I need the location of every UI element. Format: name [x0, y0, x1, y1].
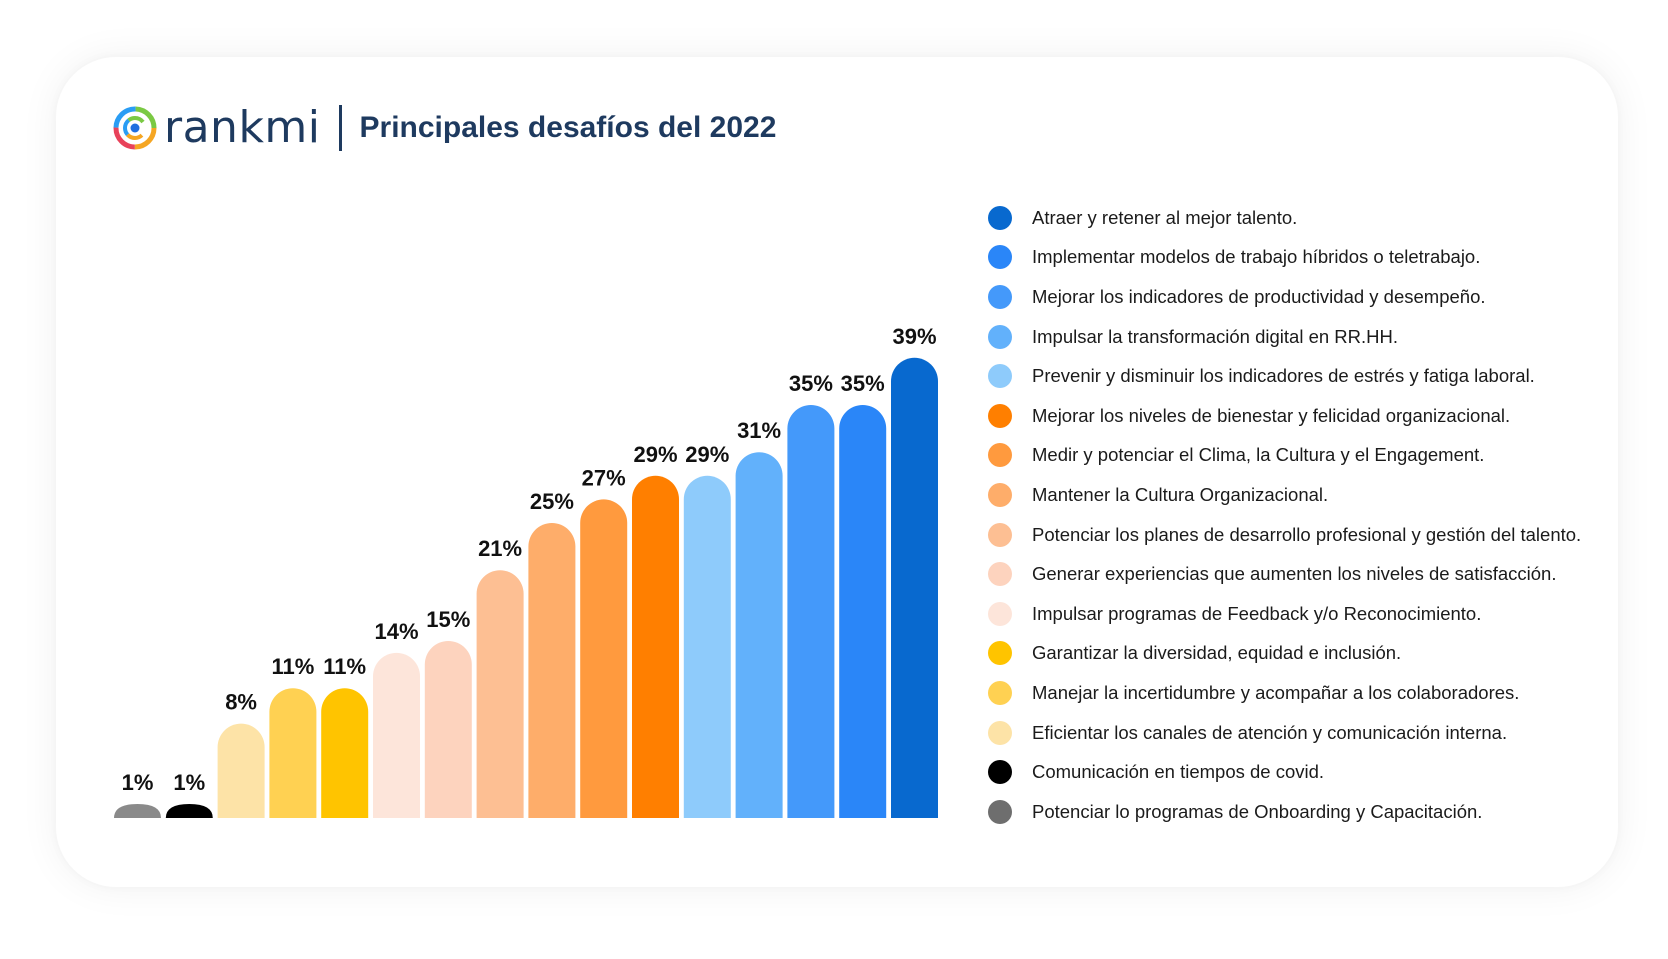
bar-value-label-11: 29%	[633, 442, 677, 467]
legend-item-2: Implementar modelos de trabajo híbridos …	[988, 238, 1608, 278]
legend-item-15: Comunicación en tiempos de covid.	[988, 752, 1608, 792]
legend-dot-icon	[988, 443, 1012, 468]
legend-item-7: Medir y potenciar el Clima, la Cultura y…	[988, 436, 1608, 476]
bar-value-label-5: 11%	[323, 654, 366, 679]
legend-label: Atraer y retener al mejor talento.	[1032, 206, 1298, 228]
bar-5	[321, 688, 369, 818]
bar-2	[165, 804, 213, 818]
bar-value-label-8: 21%	[478, 536, 522, 561]
bar-value-label-16: 39%	[892, 324, 936, 349]
legend-label: Mejorar los niveles de bienestar y felic…	[1032, 404, 1511, 426]
legend-label: Generar experiencias que aumenten los ni…	[1032, 563, 1557, 585]
bar-11	[632, 475, 679, 818]
legend-item-12: Garantizar la diversidad, equidad e incl…	[988, 634, 1608, 674]
logo-text: rankmi	[164, 102, 321, 153]
legend-dot-icon	[988, 720, 1012, 745]
legend-item-16: Potenciar lo programas de Onboarding y C…	[988, 792, 1608, 832]
bar-8	[476, 570, 524, 818]
bar-value-label-2: 1%	[173, 770, 205, 795]
legend-item-1: Atraer y retener al mejor talento.	[988, 198, 1608, 238]
legend-label: Potenciar los planes de desarrollo profe…	[1032, 523, 1582, 545]
legend-label: Garantizar la diversidad, equidad e incl…	[1032, 642, 1402, 664]
bar-1	[114, 804, 161, 818]
legend-dot-icon	[988, 760, 1012, 785]
legend-dot-icon	[988, 799, 1012, 824]
legend-item-9: Potenciar los planes de desarrollo profe…	[988, 515, 1608, 555]
bar-value-label-10: 27%	[582, 465, 626, 490]
bar-6	[373, 652, 420, 818]
bar-value-label-1: 1%	[122, 770, 154, 795]
legend-dot-icon	[988, 245, 1012, 270]
legend-label: Potenciar lo programas de Onboarding y C…	[1032, 800, 1483, 822]
legend-label: Mantener la Cultura Organizacional.	[1032, 483, 1329, 505]
bar-value-label-7: 15%	[426, 607, 470, 632]
legend-label: Manejar la incertidumbre y acompañar a l…	[1032, 681, 1520, 703]
bar-value-label-15: 35%	[841, 371, 885, 396]
legend-label: Prevenir y disminuir los indicadores de …	[1032, 365, 1535, 387]
legend-dot-icon	[988, 403, 1012, 428]
legend-dot-icon	[988, 641, 1012, 666]
legend-item-6: Mejorar los niveles de bienestar y felic…	[988, 396, 1608, 436]
legend-label: Impulsar la transformación digital en RR…	[1032, 325, 1399, 347]
bar-15	[839, 404, 887, 818]
bar-7	[424, 640, 472, 818]
bar-value-label-4: 11%	[271, 654, 314, 679]
legend-label: Medir y potenciar el Clima, la Cultura y…	[1032, 444, 1485, 466]
header: rankmi Principales desafíos del 2022	[112, 100, 776, 156]
legend-dot-icon	[988, 562, 1012, 587]
bar-9	[528, 522, 576, 818]
bar-10	[580, 499, 628, 818]
legend-item-11: Impulsar programas de Feedback y/o Recon…	[988, 594, 1608, 634]
bar-16	[891, 357, 938, 818]
rankmi-logo-icon	[113, 106, 157, 150]
legend-item-8: Mantener la Cultura Organizacional.	[988, 475, 1608, 515]
legend-item-4: Impulsar la transformación digital en RR…	[988, 317, 1608, 357]
legend-dot-icon	[988, 324, 1012, 349]
bar-value-label-12: 29%	[685, 442, 729, 467]
legend-dot-icon	[988, 522, 1012, 547]
legend-dot-icon	[988, 680, 1012, 705]
bar-12	[683, 475, 731, 818]
bar-value-label-13: 31%	[737, 418, 781, 443]
bar-14	[787, 404, 835, 818]
legend-dot-icon	[988, 284, 1012, 309]
legend-label: Implementar modelos de trabajo híbridos …	[1032, 246, 1481, 268]
chart-legend: Atraer y retener al mejor talento. Implem…	[988, 198, 1608, 832]
legend-label: Impulsar programas de Feedback y/o Recon…	[1032, 602, 1482, 624]
legend-dot-icon	[988, 364, 1012, 389]
legend-item-10: Generar experiencias que aumenten los ni…	[988, 554, 1608, 594]
legend-label: Mejorar los indicadores de productividad…	[1032, 285, 1486, 307]
legend-dot-icon	[988, 482, 1012, 507]
bar-13	[735, 452, 783, 818]
bar-3	[217, 723, 265, 818]
legend-dot-icon	[988, 205, 1012, 230]
legend-item-3: Mejorar los indicadores de productividad…	[988, 277, 1608, 317]
bar-value-label-14: 35%	[789, 371, 833, 396]
bar-value-label-9: 25%	[530, 489, 574, 514]
legend-label: Comunicación en tiempos de covid.	[1032, 761, 1325, 783]
bar-4	[269, 688, 317, 818]
legend-item-5: Prevenir y disminuir los indicadores de …	[988, 356, 1608, 396]
bar-value-label-6: 14%	[374, 619, 418, 644]
legend-label: Eficientar los canales de atención y com…	[1032, 721, 1508, 743]
bar-value-label-3: 8%	[225, 690, 257, 715]
header-divider	[338, 105, 342, 151]
legend-item-14: Eficientar los canales de atención y com…	[988, 713, 1608, 753]
chart-title: Principales desafíos del 2022	[359, 111, 777, 144]
legend-dot-icon	[988, 601, 1012, 626]
legend-item-13: Manejar la incertidumbre y acompañar a l…	[988, 673, 1608, 713]
